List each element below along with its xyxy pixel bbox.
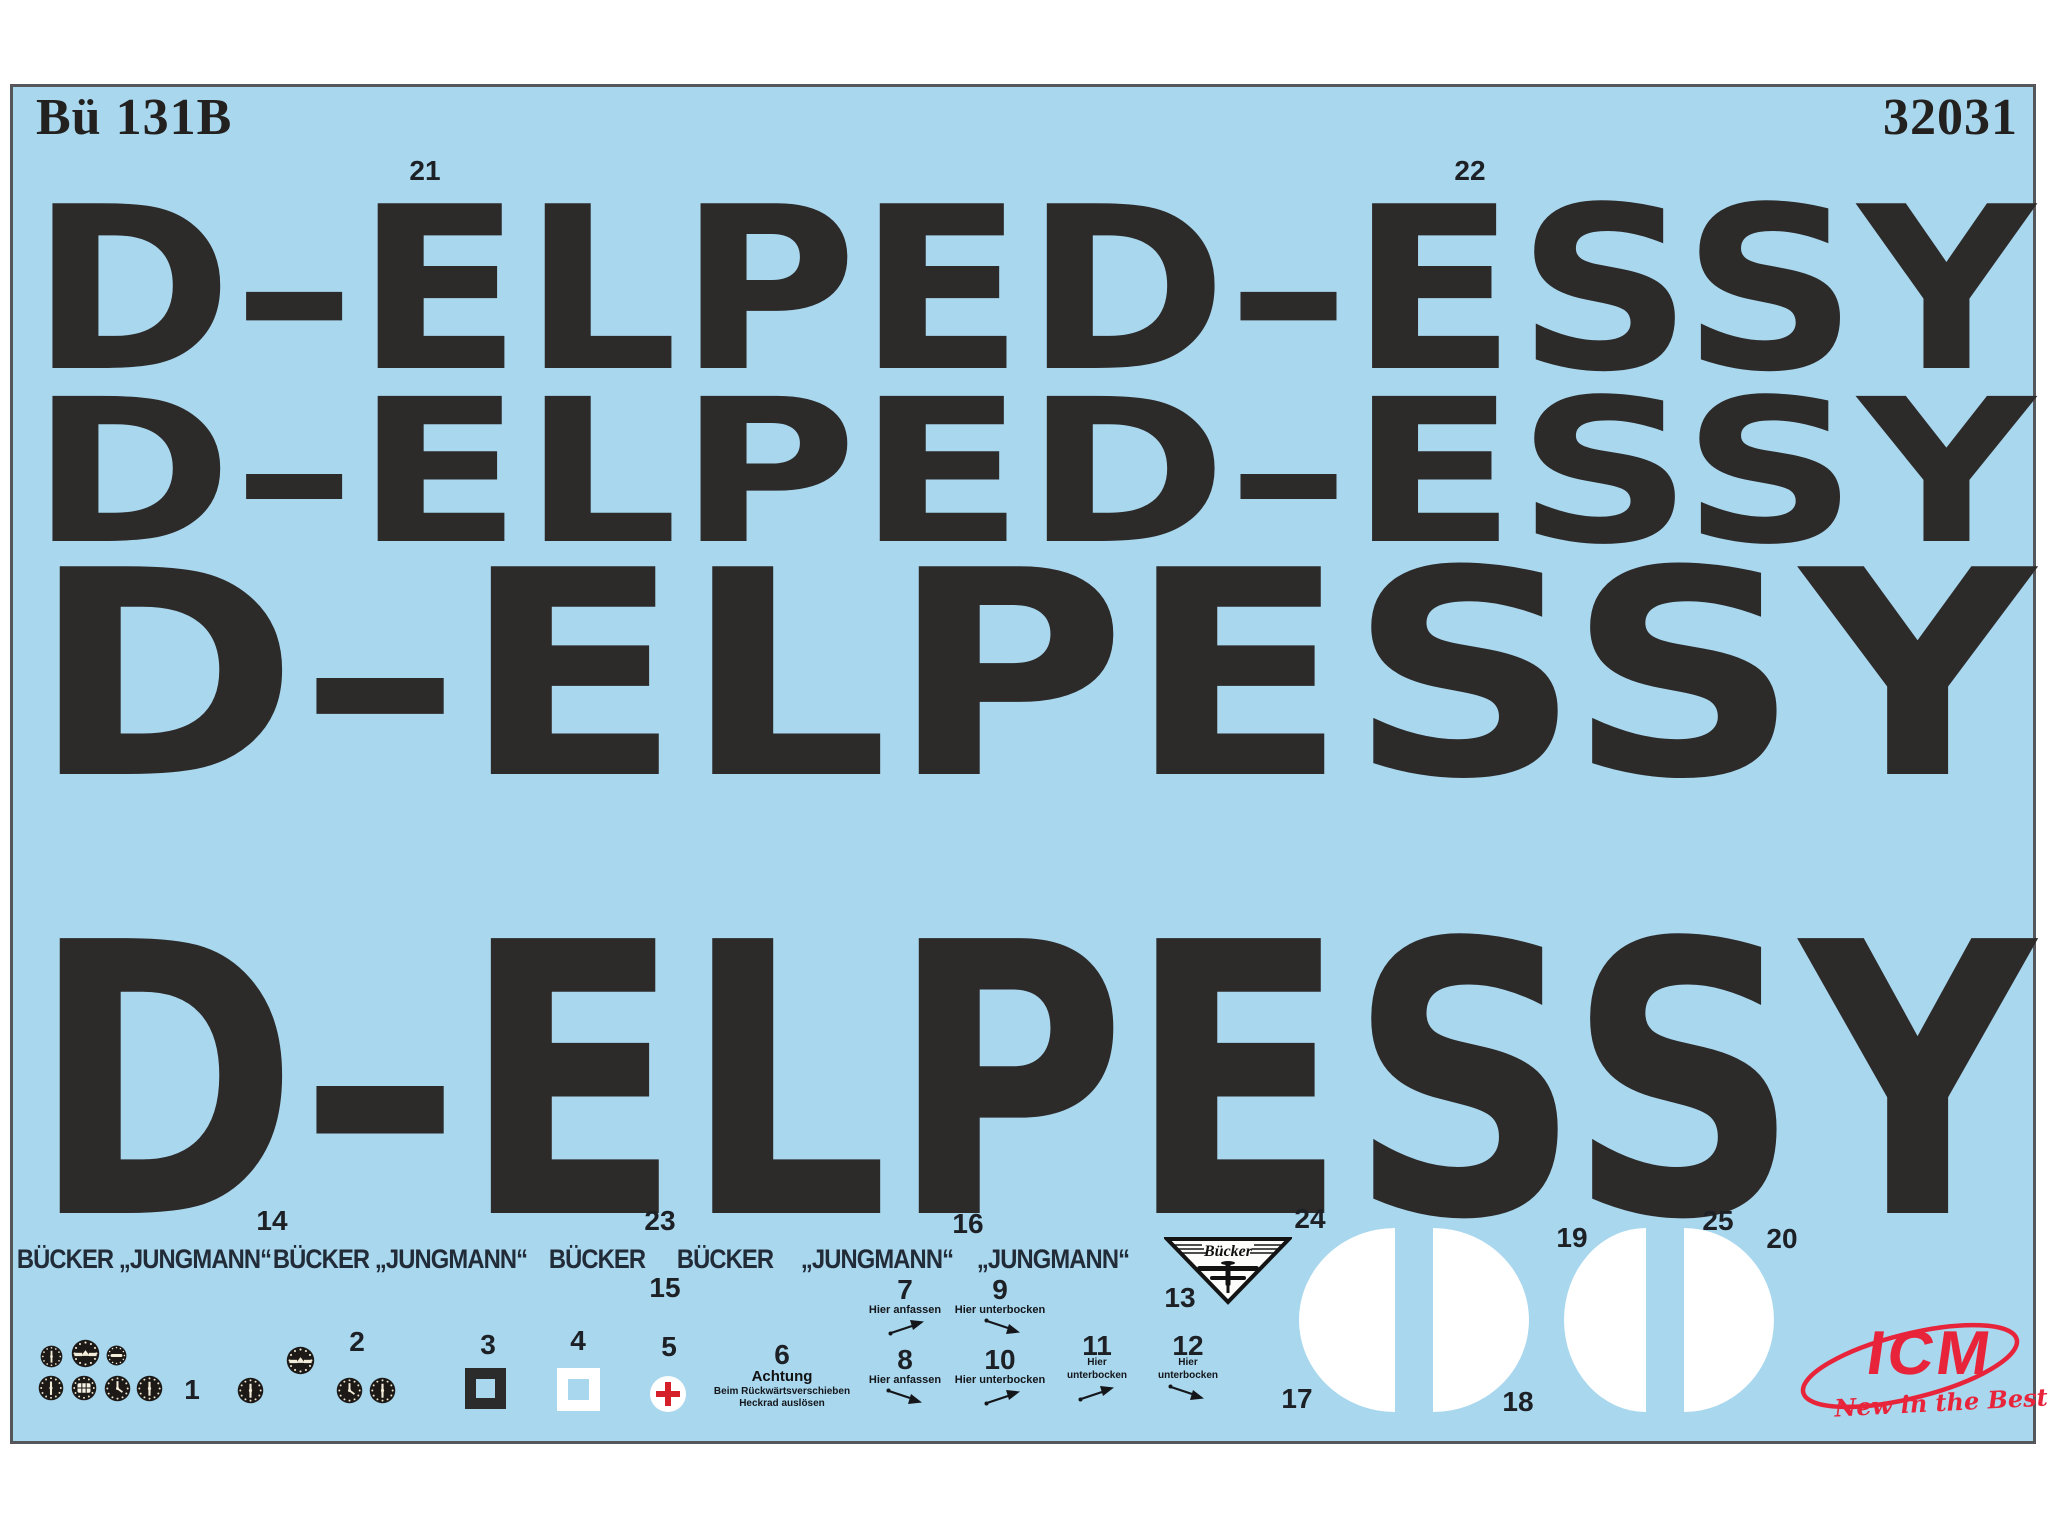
part-number-24: 24 <box>1294 1203 1326 1234</box>
jungmann-title: „JUNGMANN“ <box>976 1244 1130 1274</box>
part-number-7: 7 <box>897 1274 913 1305</box>
bucker-title: BÜCKER <box>548 1244 646 1274</box>
stencil-arrow-icon <box>888 1318 924 1336</box>
stencil-unterbocken: unterbocken <box>1157 1370 1219 1381</box>
instrument-bar-gauge-icon <box>106 1345 127 1366</box>
svg-text:Bücker: Bücker <box>1203 1243 1253 1260</box>
stencil-achtung-line1: Beim Rückwärtsverschieben <box>713 1386 851 1397</box>
instrument-clock-gauge-icon <box>336 1377 363 1404</box>
stencil-hier: Hier <box>1087 1357 1107 1368</box>
registration-row-1: D–ELPED–ESSY <box>30 159 2038 422</box>
instrument-dial-gauge-icon <box>369 1377 396 1404</box>
icm-logo-ellipse-icon <box>1800 1322 2020 1410</box>
stencil-arrow-icon <box>984 1388 1020 1406</box>
icm-logo-text: ICM <box>1862 1319 1998 1388</box>
jungmann-title: „JUNGMANN“ <box>800 1244 954 1274</box>
wheel-spat-half-left-decal <box>1299 1228 1395 1412</box>
black-square-outline-decal <box>465 1368 506 1409</box>
stencil-hier-unterbocken: Hier unterbocken <box>954 1304 1046 1316</box>
part-number-22: 22 <box>1454 155 1486 186</box>
part-number-13: 13 <box>1164 1282 1196 1313</box>
stencil-hier-anfassen: Hier anfassen <box>868 1304 942 1316</box>
stencil-arrow-icon <box>984 1318 1020 1336</box>
stencil-achtung-title: Achtung <box>751 1368 813 1385</box>
part-number-6: 6 <box>774 1339 790 1370</box>
part-number-4: 4 <box>570 1325 586 1356</box>
part-number-14: 14 <box>256 1205 288 1236</box>
wheel-spat-half-right-decal <box>1684 1228 1774 1412</box>
part-number-23: 23 <box>644 1205 676 1236</box>
instrument-dial-gauge-icon <box>38 1375 64 1401</box>
part-number-2: 2 <box>349 1326 365 1357</box>
registration-row-4: D–ELPESSY <box>30 863 2038 1302</box>
instrument-grid-gauge-icon <box>71 1375 97 1401</box>
part-number-17: 17 <box>1281 1383 1313 1414</box>
part-number-15: 15 <box>649 1272 681 1303</box>
part-number-18: 18 <box>1502 1386 1534 1417</box>
part-number-16: 16 <box>952 1208 984 1239</box>
registration-row-3: D–ELPESSY <box>30 510 2038 842</box>
stencil-unterbocken: unterbocken <box>1066 1370 1128 1381</box>
instrument-dial-gauge-icon <box>40 1345 63 1368</box>
part-number-1: 1 <box>184 1374 200 1405</box>
part-number-21: 21 <box>409 155 441 186</box>
part-number-5: 5 <box>661 1331 677 1362</box>
instrument-dial-gauge-icon <box>237 1377 264 1404</box>
part-number-25: 25 <box>1702 1205 1734 1236</box>
instrument-horizon-gauge-icon <box>71 1339 100 1368</box>
bucker-title: BÜCKER <box>676 1244 774 1274</box>
product-code: 32031 <box>1883 89 2018 146</box>
white-square-outline-decal <box>557 1368 600 1411</box>
stencil-hier: Hier <box>1178 1357 1198 1368</box>
stencil-hier-unterbocken: Hier unterbocken <box>954 1374 1046 1386</box>
aircraft-type-title: Bü 131B <box>36 89 233 146</box>
red-cross-decal <box>650 1376 686 1412</box>
stencil-arrow-icon <box>1168 1384 1204 1402</box>
wheel-spat-half-right-decal <box>1433 1228 1529 1412</box>
bucker-badge-icon: Bücker <box>1164 1237 1292 1305</box>
decal-carrier-film <box>10 84 2036 1444</box>
stencil-arrow-icon <box>886 1388 922 1406</box>
registration-row-2: D–ELPED–ESSY <box>30 356 2039 588</box>
instrument-horizon-gauge-icon <box>286 1346 315 1375</box>
wheel-spat-half-left-decal <box>1564 1228 1646 1412</box>
part-number-11: 11 <box>1082 1330 1112 1361</box>
stencil-hier-anfassen: Hier anfassen <box>868 1374 942 1386</box>
part-number-9: 9 <box>992 1274 1008 1305</box>
part-number-19: 19 <box>1556 1222 1588 1253</box>
stencil-achtung-line2: Heckrad auslösen <box>739 1398 825 1409</box>
part-number-3: 3 <box>480 1329 496 1360</box>
stencil-arrow-icon <box>1078 1384 1114 1402</box>
instrument-clock-gauge-icon <box>104 1375 131 1402</box>
bucker-jungmann-title: BÜCKER „JUNGMANN“ <box>272 1244 528 1274</box>
part-number-10: 10 <box>984 1344 1016 1375</box>
instrument-dial-gauge-icon <box>136 1375 163 1402</box>
bucker-jungmann-title: BÜCKER „JUNGMANN“ <box>16 1244 272 1274</box>
part-number-8: 8 <box>897 1344 913 1375</box>
part-number-20: 20 <box>1766 1223 1798 1254</box>
part-number-12: 12 <box>1172 1330 1204 1361</box>
